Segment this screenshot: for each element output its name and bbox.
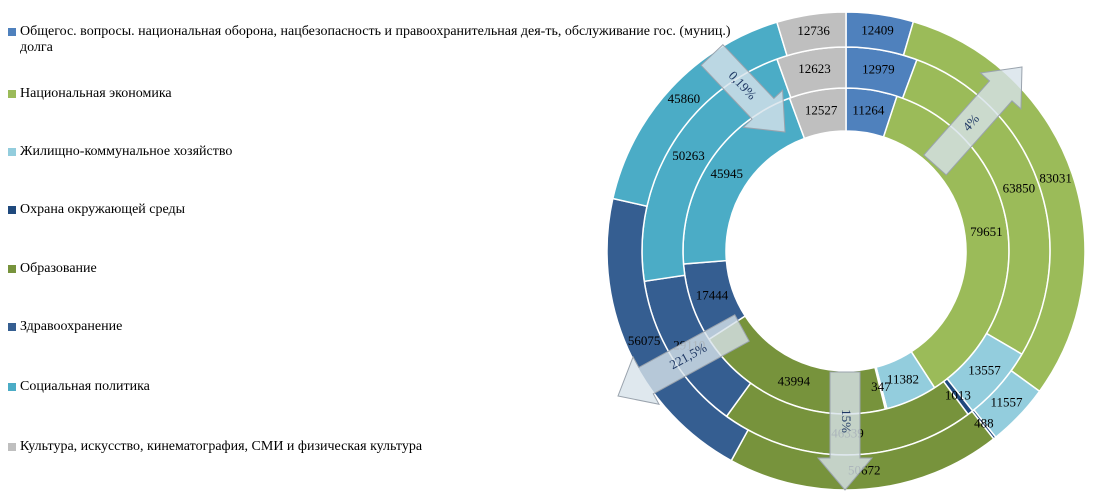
legend-item: Образование xyxy=(8,261,97,277)
legend-swatch xyxy=(8,383,16,391)
legend-item: Здравоохранение xyxy=(8,319,122,335)
legend-label: Образование xyxy=(20,261,97,276)
arrow-shape xyxy=(700,43,786,133)
data-label: 488 xyxy=(974,415,994,430)
arrow-shape xyxy=(923,66,1023,176)
annotation: 15% xyxy=(839,409,854,433)
donut-segment xyxy=(775,11,847,57)
data-label: 56075 xyxy=(628,333,661,348)
legend-swatch xyxy=(8,265,16,273)
legend-label: Охрана окружающей среды xyxy=(20,202,186,217)
data-label: 11264 xyxy=(852,102,885,117)
data-label: 79651 xyxy=(970,224,1003,239)
data-label: 50263 xyxy=(672,148,705,163)
data-label: 45945 xyxy=(711,166,744,181)
data-label: 1013 xyxy=(945,387,971,402)
data-label: 13557 xyxy=(968,362,1001,377)
legend-item: Жилищно-коммунальное хозяйство xyxy=(8,144,232,160)
arrow: 15% xyxy=(816,371,874,491)
legend-swatch xyxy=(8,206,16,214)
legend-label: Социальная политика xyxy=(20,379,150,394)
data-label: 11382 xyxy=(887,372,919,387)
arrow: 4% xyxy=(923,66,1023,176)
legend-label: Культура, искусство, кинематография, СМИ… xyxy=(20,439,423,454)
data-label: 12736 xyxy=(797,23,830,38)
legend-label: Общегос. вопросы. национальная оборона, … xyxy=(20,24,731,55)
data-label: 17444 xyxy=(696,287,729,302)
legend-swatch xyxy=(8,90,16,98)
data-label: 12979 xyxy=(862,61,895,76)
legend-swatch xyxy=(8,28,16,36)
legend-item: Общегос. вопросы. национальная оборона, … xyxy=(8,24,738,56)
legend-item: Культура, искусство, кинематография, СМИ… xyxy=(8,439,422,455)
legend-item: Национальная экономика xyxy=(8,86,172,102)
legend-label: Жилищно-коммунальное хозяйство xyxy=(20,144,233,159)
data-label: 12409 xyxy=(861,23,894,38)
data-label: 12623 xyxy=(798,61,831,76)
data-label: 12527 xyxy=(805,103,838,118)
legend-label: Национальная экономика xyxy=(20,86,172,101)
legend-swatch xyxy=(8,323,16,331)
data-label: 83031 xyxy=(1039,170,1072,185)
legend-item: Охрана окружающей среды xyxy=(8,202,185,218)
legend-swatch xyxy=(8,148,16,156)
arrow-shape xyxy=(617,314,750,405)
legend-label: Здравоохранение xyxy=(20,319,123,334)
data-label: 11557 xyxy=(990,395,1023,410)
legend-item: Социальная политика xyxy=(8,379,150,395)
data-label: 63850 xyxy=(1003,180,1036,195)
data-label: 347 xyxy=(871,379,891,394)
legend-swatch xyxy=(8,443,16,451)
data-label: 43994 xyxy=(778,374,811,389)
data-label: 45860 xyxy=(668,91,701,106)
arrow-shape xyxy=(816,371,874,491)
